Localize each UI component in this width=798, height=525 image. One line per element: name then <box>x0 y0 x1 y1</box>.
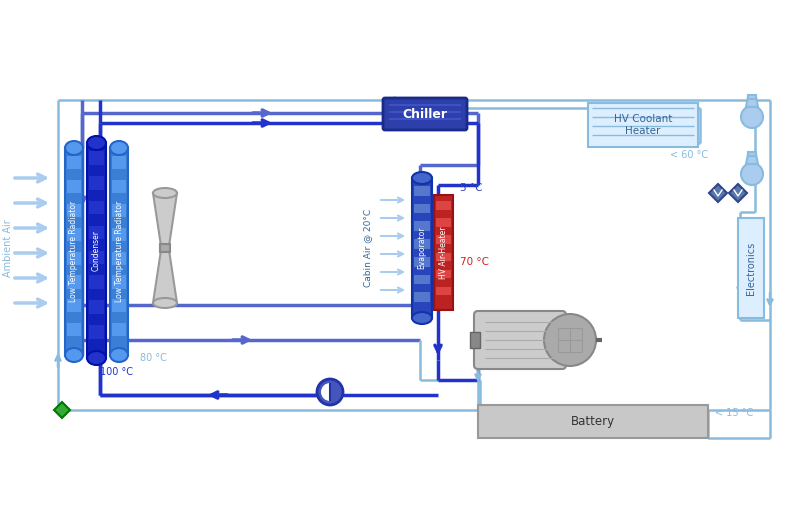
Bar <box>748 95 756 99</box>
Bar <box>87 143 106 358</box>
Text: Cabin Air @ 20°C: Cabin Air @ 20°C <box>364 209 373 287</box>
Text: Low Temperature Radiator: Low Temperature Radiator <box>69 201 78 302</box>
Polygon shape <box>746 97 758 107</box>
Bar <box>436 253 451 261</box>
Bar <box>434 195 453 310</box>
Bar <box>588 103 698 147</box>
Ellipse shape <box>153 298 177 308</box>
Bar <box>89 325 104 339</box>
Bar <box>112 156 126 169</box>
Bar <box>112 204 126 217</box>
Bar <box>112 180 126 193</box>
Bar <box>67 299 81 312</box>
Text: HV Coolant
Heater: HV Coolant Heater <box>614 114 672 136</box>
Bar <box>112 323 126 336</box>
Text: Condenser: Condenser <box>92 230 101 271</box>
Bar <box>414 204 430 214</box>
Bar <box>89 300 104 314</box>
Bar <box>65 148 83 355</box>
FancyBboxPatch shape <box>474 311 566 369</box>
Bar <box>67 251 81 265</box>
Text: 5 °C: 5 °C <box>460 183 483 193</box>
Bar <box>89 201 104 214</box>
Bar <box>478 405 708 438</box>
Text: Ambient Air: Ambient Air <box>3 219 13 277</box>
Bar <box>67 276 81 289</box>
Bar <box>89 250 104 264</box>
Bar <box>436 287 451 296</box>
Bar <box>67 323 81 336</box>
Bar <box>67 228 81 241</box>
Bar <box>414 257 430 267</box>
Bar <box>112 251 126 265</box>
Text: Battery: Battery <box>571 415 615 428</box>
Ellipse shape <box>110 141 128 155</box>
Bar <box>738 218 764 318</box>
Ellipse shape <box>153 188 177 198</box>
FancyBboxPatch shape <box>383 98 467 130</box>
Circle shape <box>544 314 596 366</box>
Text: 80 °C: 80 °C <box>140 353 167 363</box>
Circle shape <box>741 163 763 185</box>
Ellipse shape <box>87 136 106 150</box>
Ellipse shape <box>87 351 106 365</box>
Text: < 60 °C: < 60 °C <box>670 150 708 160</box>
Bar <box>112 299 126 312</box>
Bar <box>112 276 126 289</box>
Bar <box>414 239 430 249</box>
Text: 100 °C: 100 °C <box>100 367 133 377</box>
Text: HV Air-Heater: HV Air-Heater <box>439 226 448 279</box>
Bar <box>436 218 451 227</box>
Bar <box>748 152 756 156</box>
Bar <box>112 228 126 241</box>
Bar <box>470 332 480 348</box>
Ellipse shape <box>65 141 83 155</box>
Wedge shape <box>321 383 330 401</box>
Bar <box>160 244 170 252</box>
Ellipse shape <box>65 348 83 362</box>
Bar <box>414 222 430 231</box>
Polygon shape <box>153 193 177 246</box>
Text: Evaporator: Evaporator <box>417 227 426 269</box>
Text: Low Temperature Radiator: Low Temperature Radiator <box>114 201 124 302</box>
Bar <box>89 276 104 289</box>
Bar <box>67 180 81 193</box>
Bar <box>436 235 451 244</box>
Bar <box>412 178 432 318</box>
Bar <box>89 151 104 165</box>
Polygon shape <box>153 250 177 303</box>
Text: Electronics: Electronics <box>746 242 756 295</box>
Bar <box>436 270 451 278</box>
Ellipse shape <box>412 172 432 184</box>
Polygon shape <box>709 184 727 202</box>
Text: Chiller: Chiller <box>402 108 448 121</box>
Circle shape <box>741 106 763 128</box>
Text: 70 °C: 70 °C <box>460 257 489 267</box>
Polygon shape <box>746 154 758 164</box>
Bar <box>110 148 128 355</box>
Polygon shape <box>729 184 747 202</box>
Bar <box>436 201 451 209</box>
Bar <box>89 176 104 190</box>
Bar <box>67 156 81 169</box>
Bar <box>67 204 81 217</box>
Polygon shape <box>54 402 70 418</box>
Bar <box>414 186 430 196</box>
Bar <box>89 226 104 239</box>
Circle shape <box>317 379 343 405</box>
Ellipse shape <box>110 348 128 362</box>
Text: < 15 °C: < 15 °C <box>715 408 753 418</box>
Bar <box>414 275 430 285</box>
Bar <box>414 292 430 302</box>
Ellipse shape <box>412 312 432 324</box>
